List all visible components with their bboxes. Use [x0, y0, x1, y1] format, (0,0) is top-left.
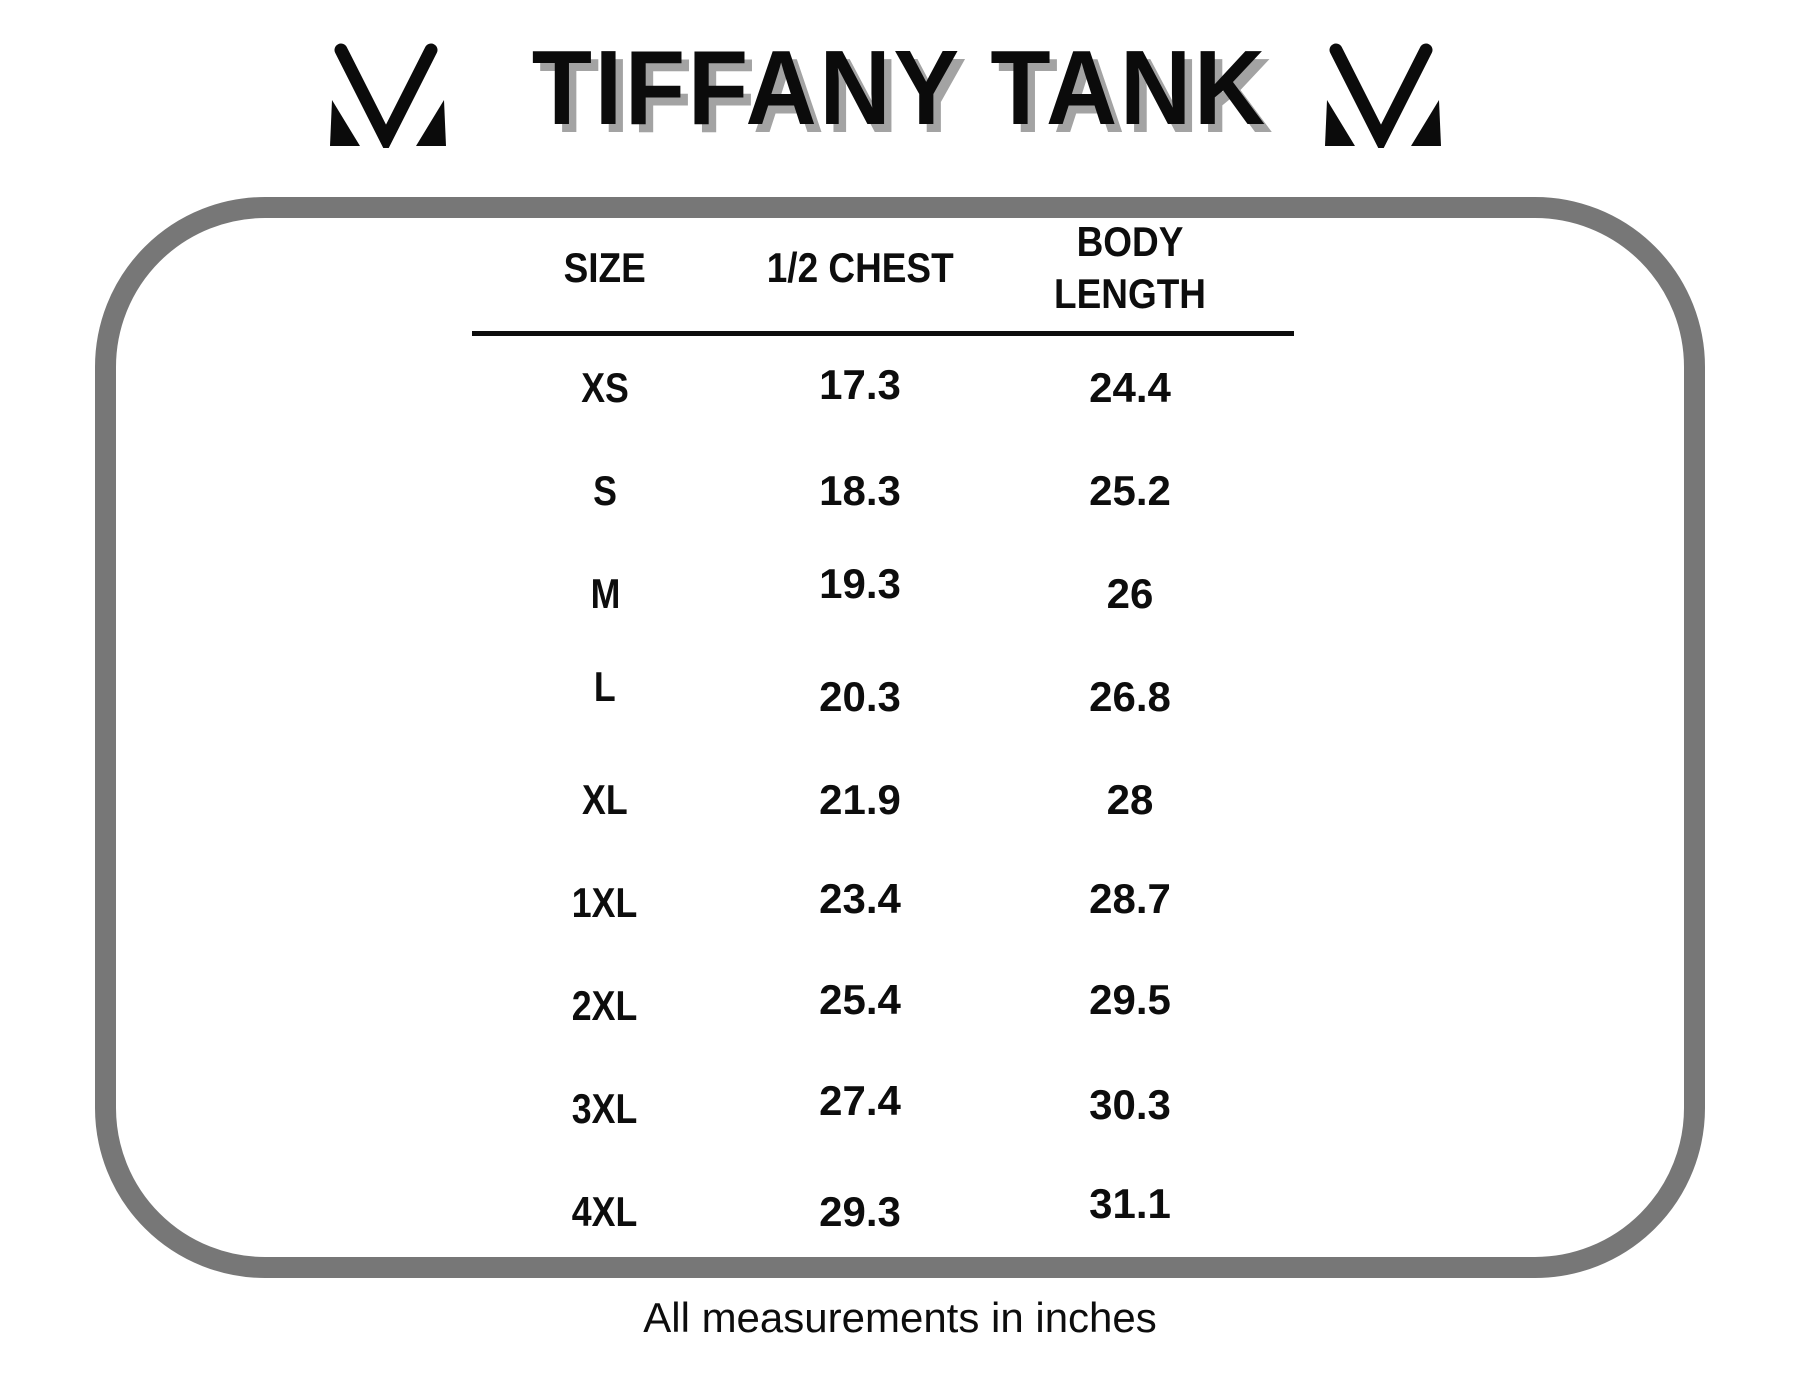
- size-table: SIZE 1/2 CHEST BODY LENGTH XS 17.3 24.4 …: [440, 205, 1330, 1263]
- size-cell: S: [593, 466, 617, 514]
- size-cell: 2XL: [572, 981, 638, 1029]
- header-divider-rule: [472, 331, 1294, 336]
- size-cell: 4XL: [572, 1187, 638, 1235]
- size-cell: XS: [581, 363, 629, 411]
- half-chest-cell: 23.4: [819, 874, 901, 922]
- body-length-cell: 31.1: [1089, 1179, 1171, 1227]
- table-row: XL 21.9 28: [440, 748, 1330, 851]
- table-body: XS 17.3 24.4 S 18.3 25.2 M 19.3 26 L 20.…: [440, 336, 1330, 1263]
- brand-m-logo-icon: [1322, 42, 1444, 148]
- body-length-cell: 29.5: [1089, 975, 1171, 1023]
- half-chest-cell: 20.3: [819, 672, 901, 720]
- table-row: S 18.3 25.2: [440, 439, 1330, 542]
- table-row: 1XL 23.4 28.7: [440, 851, 1330, 954]
- column-header-size: SIZE: [563, 243, 647, 291]
- page-title-text: TIFFANY TANK: [531, 29, 1269, 147]
- size-cell: L: [594, 662, 616, 710]
- size-cell: 3XL: [572, 1084, 638, 1132]
- table-header-row: SIZE 1/2 CHEST BODY LENGTH: [440, 205, 1330, 331]
- units-note: All measurements in inches: [643, 1294, 1157, 1341]
- half-chest-cell: 25.4: [819, 975, 901, 1023]
- body-length-cell: 26.8: [1089, 672, 1171, 720]
- half-chest-cell: 27.4: [819, 1076, 901, 1124]
- half-chest-cell: 19.3: [819, 559, 901, 607]
- table-row: XS 17.3 24.4: [440, 336, 1330, 439]
- body-length-cell: 26: [1106, 569, 1154, 617]
- table-row: 3XL 27.4 30.3: [440, 1057, 1330, 1160]
- table-row: 4XL 29.3 31.1: [440, 1160, 1330, 1263]
- column-header-body-length: BODY LENGTH: [1054, 217, 1206, 318]
- body-length-cell: 24.4: [1089, 363, 1171, 411]
- table-row: 2XL 25.4 29.5: [440, 954, 1330, 1057]
- half-chest-cell: 21.9: [819, 775, 901, 823]
- column-header-half-chest: 1/2 CHEST: [766, 243, 954, 291]
- size-chart-frame: [95, 197, 1705, 1278]
- body-length-cell: 28.7: [1089, 874, 1171, 922]
- size-cell: M: [590, 569, 620, 617]
- size-cell: XL: [582, 775, 628, 823]
- table-row: M 19.3 26: [440, 542, 1330, 645]
- body-length-cell: 25.2: [1089, 466, 1171, 514]
- body-length-cell: 28: [1106, 775, 1154, 823]
- brand-m-logo-icon: [327, 42, 449, 148]
- page-title: TIFFANY TANK: [0, 30, 1800, 147]
- size-cell: 1XL: [572, 878, 638, 926]
- half-chest-cell: 29.3: [819, 1187, 901, 1235]
- half-chest-cell: 18.3: [819, 466, 901, 514]
- half-chest-cell: 17.3: [819, 360, 901, 408]
- body-length-cell: 30.3: [1089, 1080, 1171, 1128]
- table-row: L 20.3 26.8: [440, 645, 1330, 748]
